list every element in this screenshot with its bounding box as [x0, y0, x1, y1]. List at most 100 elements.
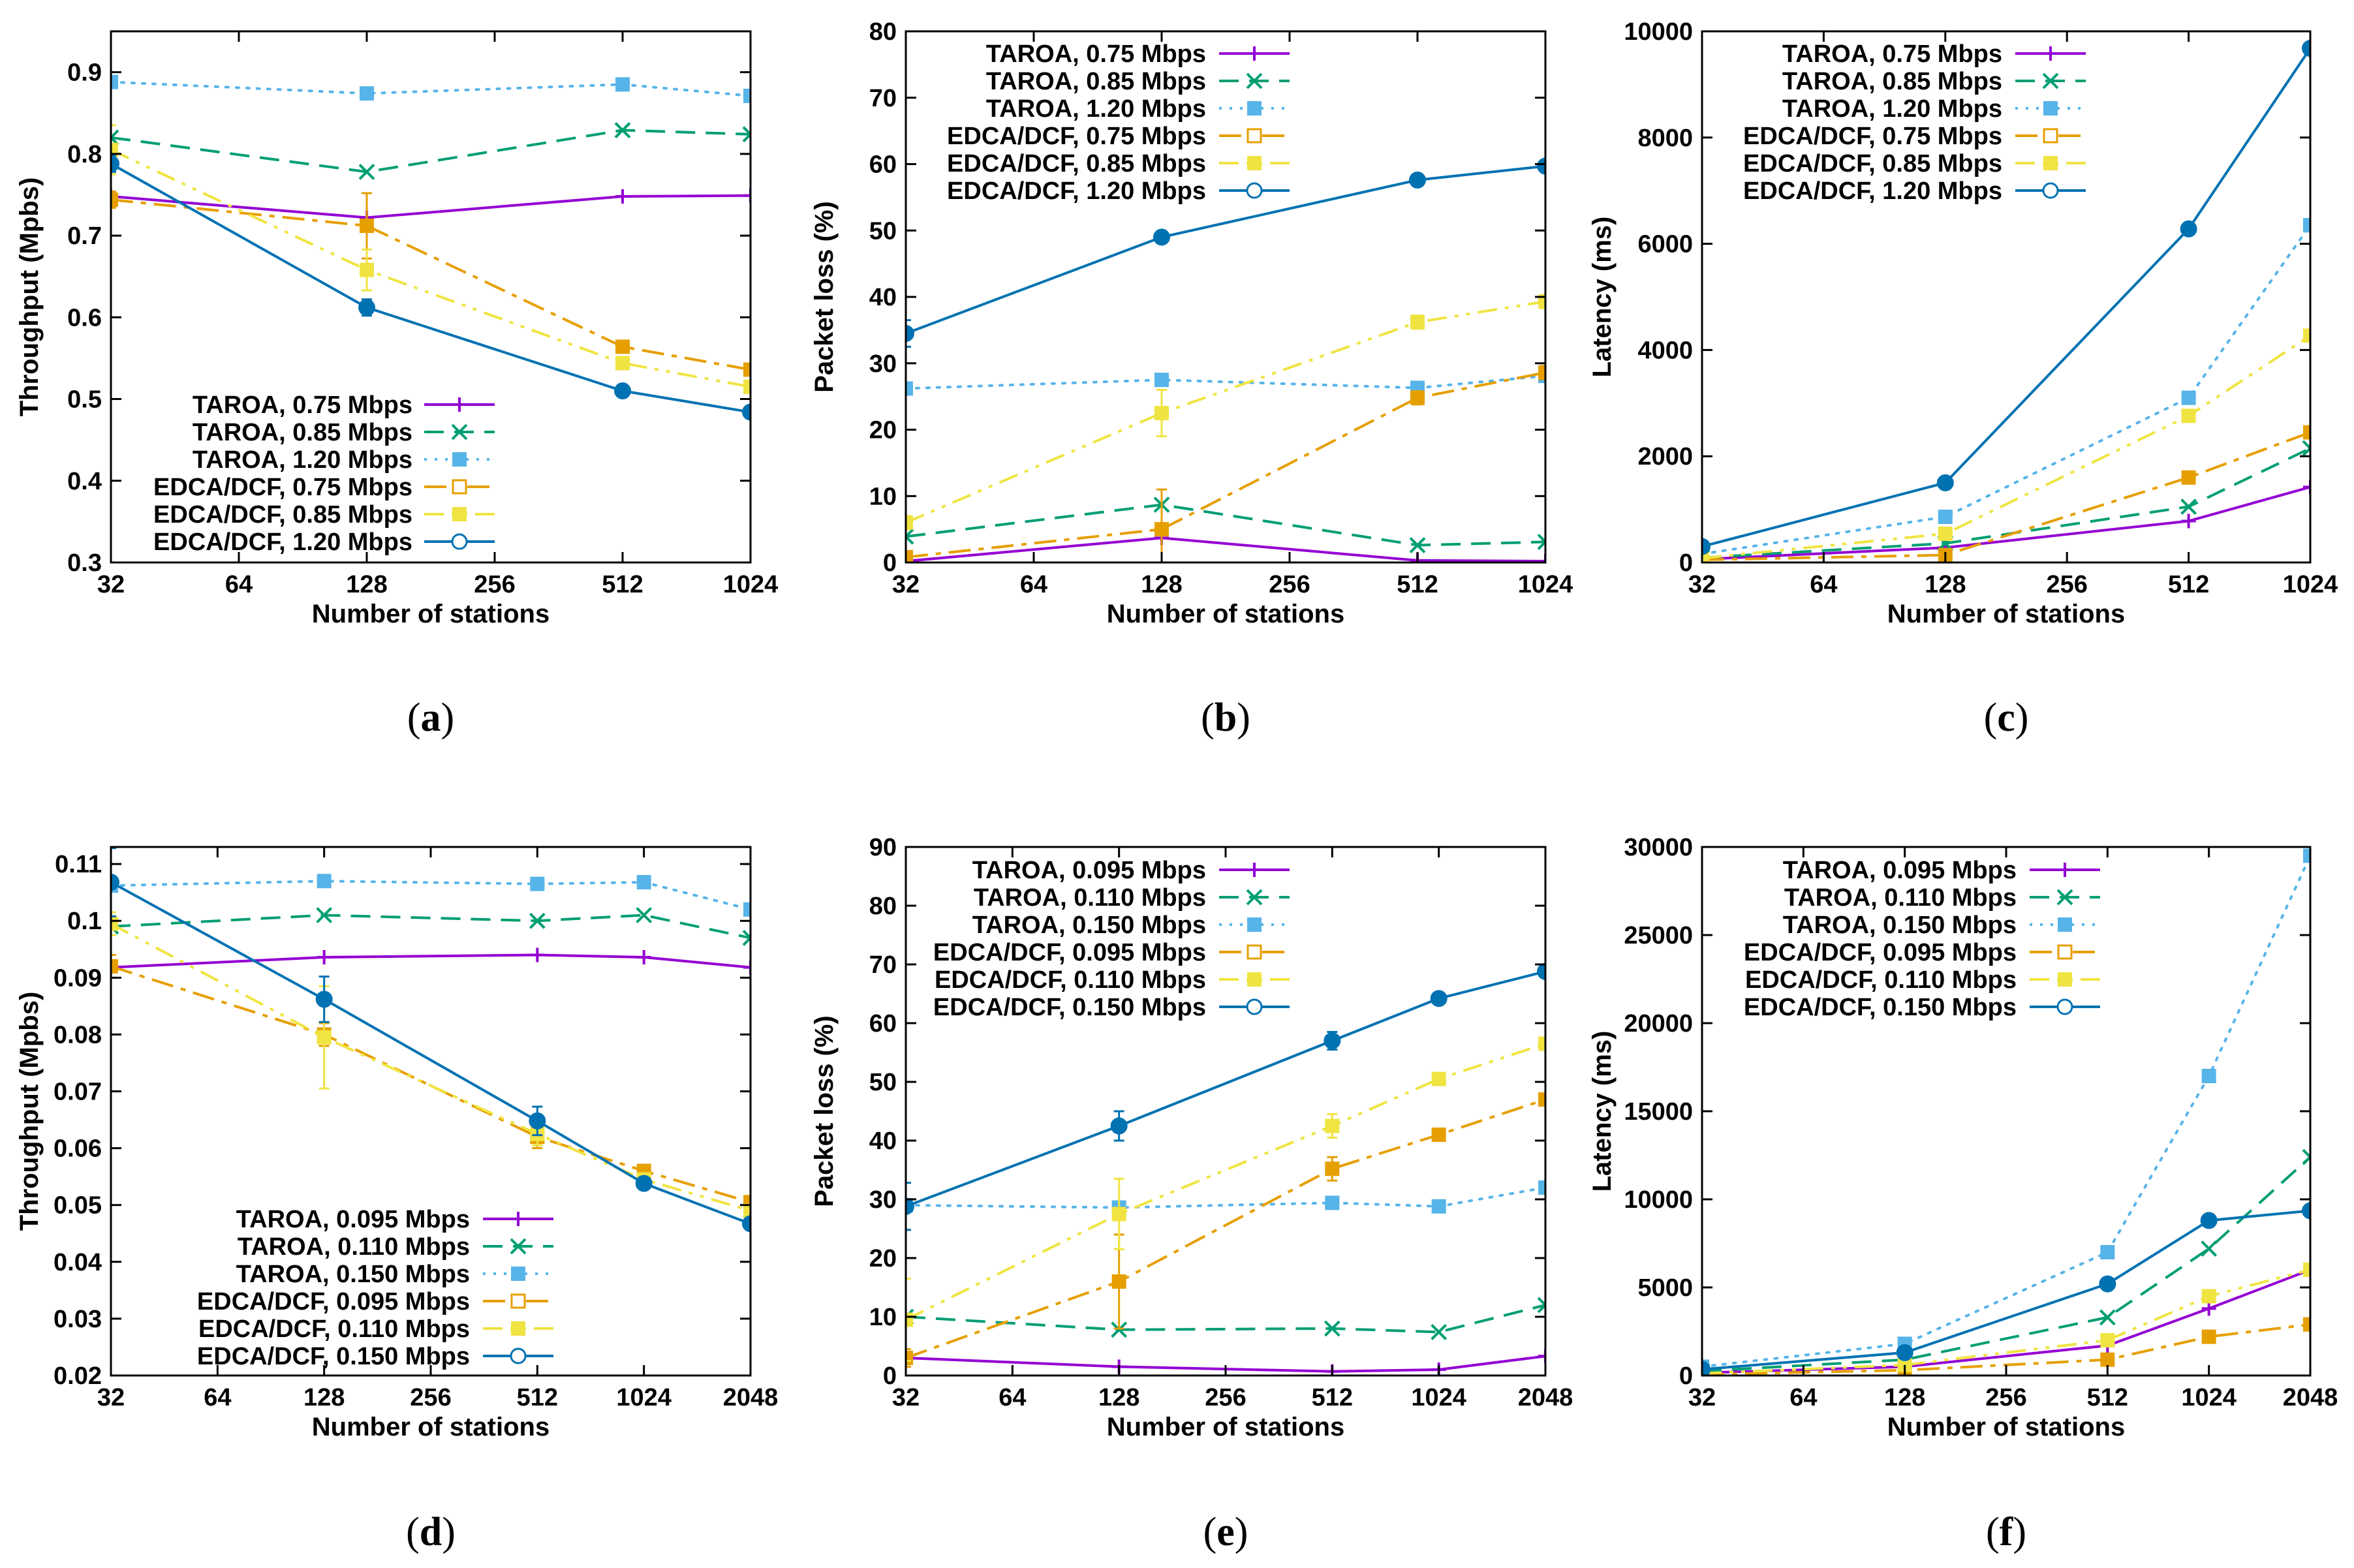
legend-marker: [1247, 156, 1262, 170]
data-point-f-5-2: [2099, 1275, 2116, 1293]
data-point-a-4-1: [360, 262, 374, 277]
legend-marker: [1247, 863, 1262, 877]
data-point-e-4-1: [1111, 1207, 1126, 1222]
data-point-d-5-0: [111, 874, 119, 891]
data-point-e-3-0: [906, 1351, 913, 1365]
legend-label: TAROA, 0.095 Mbps: [972, 857, 1206, 884]
data-point-b-3-1: [1154, 522, 1169, 537]
data-point-c-5-0: [1702, 538, 1711, 555]
error-bar-e-4-0: [906, 1278, 911, 1362]
data-point-c-4-3: [2303, 328, 2310, 343]
data-point-c-5-1: [1936, 474, 1954, 491]
subfigure-caption: (b): [1201, 696, 1250, 740]
x-tick-label: 128: [1925, 571, 1966, 598]
data-point-d-0-2: [530, 947, 545, 962]
data-point-d-2-3: [636, 875, 651, 889]
x-tick-label: 256: [410, 1384, 451, 1411]
series-line-e-4: [906, 1042, 1545, 1321]
series-line-e-3: [906, 1098, 1545, 1359]
legend-marker: [2043, 156, 2058, 170]
x-tick-label: 2048: [1518, 1384, 1573, 1411]
x-tick-label: 1024: [723, 571, 779, 598]
data-point-c-0-3: [2303, 480, 2310, 495]
series-line-d-2: [111, 880, 751, 911]
data-point-f-2-4: [2303, 848, 2310, 863]
data-point-b-0-3: [1538, 553, 1545, 562]
data-point-a-0-2: [615, 189, 630, 204]
series-line-a-3: [111, 198, 751, 371]
y-tick-label: 0.8: [67, 141, 102, 168]
y-tick-label: 80: [869, 893, 897, 920]
y-tick-label: 80: [869, 18, 897, 46]
data-point-e-2-2: [1325, 1195, 1340, 1210]
data-point-e-5-0: [906, 1197, 914, 1215]
x-tick-label: 128: [1098, 1384, 1139, 1411]
chart-f: 0 5000 10000 15000 20000 25000 30000 32 64 128 256…: [1588, 834, 2338, 1554]
x-tick-label: 256: [1205, 1384, 1246, 1411]
data-point-c-2-1: [1938, 509, 1953, 524]
legend-label: TAROA, 1.20 Mbps: [986, 95, 1206, 123]
error-bar-a-3-0: [111, 190, 116, 209]
x-tick-label: 256: [1985, 1384, 2026, 1411]
data-point-d-5-2: [529, 1112, 546, 1130]
series-line-f-1: [1702, 1156, 2310, 1373]
series-line-b-0: [906, 536, 1545, 562]
series-line-d-0: [111, 953, 751, 969]
y-tick-label: 50: [869, 1069, 897, 1096]
subfigure-caption: (a): [407, 696, 454, 740]
x-tick-label: 64: [225, 571, 253, 598]
legend-marker: [1247, 101, 1262, 115]
data-point-b-5-3: [1537, 157, 1545, 175]
y-axis-label: Packet loss (%): [810, 1015, 839, 1207]
data-point-b-4-2: [1410, 315, 1425, 330]
data-point-a-5-0: [111, 155, 119, 172]
data-point-a-3-3: [743, 362, 751, 377]
y-tick-label: 0: [883, 549, 897, 577]
legend-marker: [510, 1293, 526, 1309]
data-point-f-5-0: [1702, 1360, 1711, 1376]
error-bar-a-5-0: [111, 154, 116, 173]
legend-label: EDCA/DCF, 0.150 Mbps: [1744, 994, 2017, 1021]
legend-marker: [2058, 972, 2072, 987]
x-tick-label: 512: [1312, 1384, 1353, 1411]
data-point-d-5-4: [742, 1215, 751, 1233]
data-point-a-0-3: [743, 188, 751, 203]
data-point-a-5-2: [614, 382, 631, 400]
data-point-b-4-1: [1154, 406, 1169, 421]
data-point-d-3-0: [111, 959, 118, 974]
plot-area: [1702, 848, 2310, 1376]
data-point-b-4-0: [906, 515, 913, 530]
y-tick-label: 0.08: [54, 1021, 102, 1049]
data-point-e-1-2: [1324, 1320, 1340, 1337]
series-line-a-2: [111, 80, 751, 97]
x-tick-label: 64: [999, 1384, 1026, 1411]
data-point-b-1-2: [1409, 537, 1426, 553]
series-line-c-1: [1702, 447, 2310, 559]
y-axis-label: Latency (ms): [1588, 217, 1617, 378]
data-point-d-0-4: [743, 960, 751, 975]
y-tick-label: 10000: [1624, 1186, 1693, 1214]
data-point-d-1-1: [316, 907, 333, 923]
y-tick-label: 50: [869, 217, 897, 245]
series-line-f-4: [1702, 1268, 2310, 1375]
subfigure-caption: (f): [1986, 1510, 2026, 1554]
y-tick-label: 30: [869, 1186, 897, 1214]
legend-label: TAROA, 1.20 Mbps: [193, 446, 412, 474]
y-axis-label: Throughput (Mpbs): [15, 992, 44, 1231]
x-tick-label: 512: [2168, 571, 2209, 598]
x-tick-label: 32: [892, 571, 920, 598]
y-tick-label: 6000: [1637, 231, 1693, 258]
y-axis-label: Latency (ms): [1588, 1031, 1617, 1192]
x-tick-label: 512: [2087, 1384, 2128, 1411]
data-point-c-1-3: [2302, 440, 2310, 457]
legend-label: EDCA/DCF, 0.75 Mbps: [153, 474, 412, 501]
x-tick-label: 1024: [616, 1384, 672, 1411]
data-point-e-3-2: [1325, 1161, 1340, 1176]
x-tick-label: 2048: [723, 1384, 779, 1411]
data-point-e-4-0: [906, 1312, 913, 1327]
data-point-f-2-2: [2100, 1245, 2115, 1259]
